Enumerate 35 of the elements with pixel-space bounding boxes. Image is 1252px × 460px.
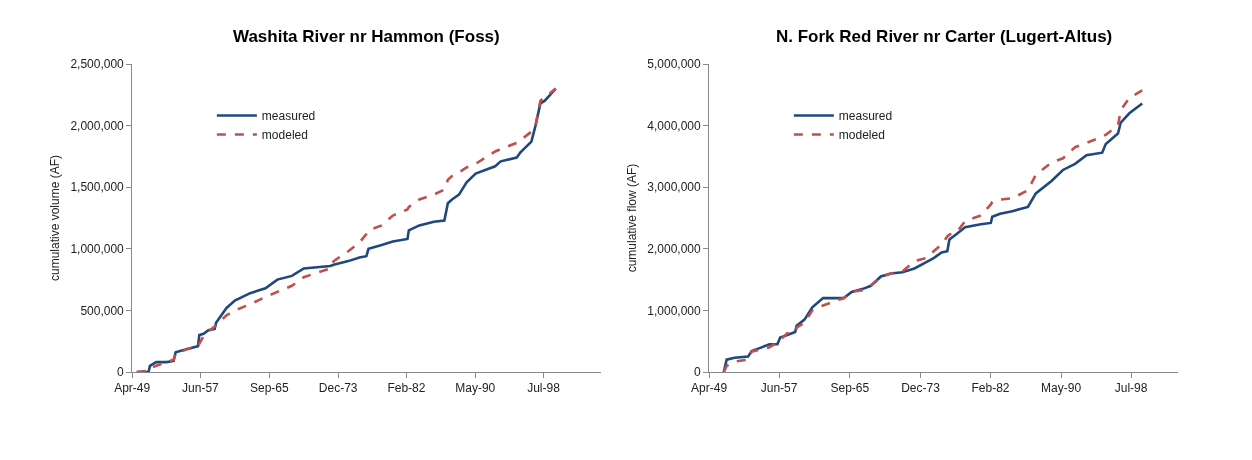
x-tick-label: Apr-49 xyxy=(114,381,151,396)
legend-label: measured xyxy=(838,109,893,124)
y-tick-label: 0 xyxy=(117,365,125,380)
x-tick-label: May-90 xyxy=(1041,381,1082,396)
y-tick-label: 2,000,000 xyxy=(70,118,125,133)
y-tick-label: 1,500,000 xyxy=(70,180,125,195)
y-tick-label: 2,000,000 xyxy=(647,242,702,256)
y-tick-label: 1,000,000 xyxy=(70,242,125,256)
x-tick-label: May-90 xyxy=(455,381,496,396)
y-axis-title: cumulative flow (AF) xyxy=(624,163,639,273)
y-tick-label: 3,000,000 xyxy=(647,180,702,195)
x-tick-label: Jul-98 xyxy=(1114,381,1148,396)
y-tick-label: 5,000,000 xyxy=(647,57,702,72)
x-tick-label: Dec-73 xyxy=(318,381,358,396)
x-tick-label: Jun-57 xyxy=(760,381,798,396)
x-tick-label: Sep-65 xyxy=(830,381,870,396)
x-tick-label: Jun-57 xyxy=(182,381,220,396)
legend-label: modeled xyxy=(261,128,308,143)
x-tick-label: Dec-73 xyxy=(901,381,941,396)
x-tick-label: Feb-82 xyxy=(387,381,426,396)
legend-label: modeled xyxy=(838,128,885,143)
x-tick-label: Jul-98 xyxy=(527,381,561,396)
line-series xyxy=(135,87,558,372)
y-tick-label: 500,000 xyxy=(80,303,125,318)
y-axis-title: cumulative volume (AF) xyxy=(47,154,62,282)
chart-title: N. Fork Red River nr Carter (Lugert-Altus) xyxy=(776,27,1113,46)
y-tick-label: 0 xyxy=(694,365,702,380)
chart-title: Washita River nr Hammon (Foss) xyxy=(233,27,500,46)
x-tick-label: Apr-49 xyxy=(691,381,728,396)
x-tick-label: Feb-82 xyxy=(971,381,1010,396)
y-tick-label: 1,000,000 xyxy=(647,303,702,318)
legend-label: measured xyxy=(261,109,316,124)
y-tick-label: 4,000,000 xyxy=(647,118,702,133)
x-tick-label: Sep-65 xyxy=(249,381,289,396)
y-tick-label: 2,500,000 xyxy=(70,57,125,72)
